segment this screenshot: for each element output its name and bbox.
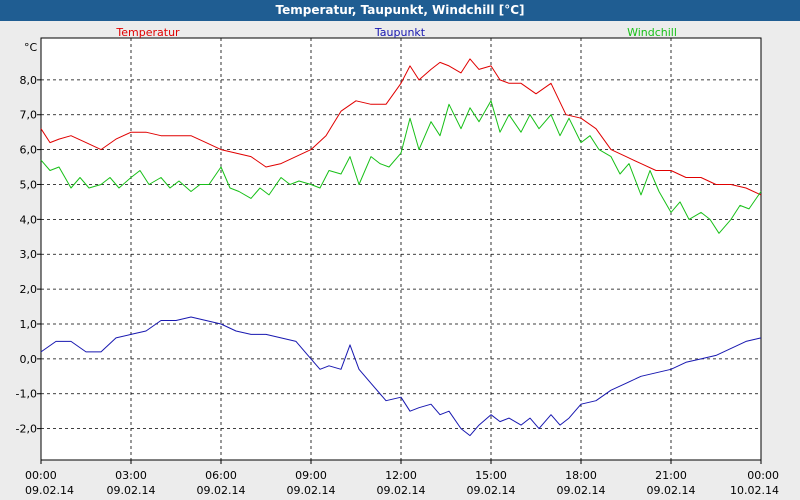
x-tick-date: 09.02.14 bbox=[557, 484, 606, 497]
legend-temperatur: Temperatur bbox=[115, 26, 180, 39]
legend-windchill: Windchill bbox=[627, 26, 677, 39]
y-tick-label: -2,0 bbox=[16, 423, 37, 436]
x-tick-time: 15:00 bbox=[475, 469, 507, 482]
x-tick-time: 18:00 bbox=[565, 469, 597, 482]
y-tick-label: 1,0 bbox=[20, 318, 38, 331]
x-tick-date: 09.02.14 bbox=[25, 484, 74, 497]
y-tick-label: 2,0 bbox=[20, 283, 38, 296]
y-tick-label: 0,0 bbox=[20, 353, 38, 366]
y-tick-label: 8,0 bbox=[20, 74, 38, 87]
x-tick-time: 06:00 bbox=[205, 469, 237, 482]
x-tick-time: 00:00 bbox=[25, 469, 57, 482]
chart-title: Temperatur, Taupunkt, Windchill [°C] bbox=[0, 0, 800, 21]
y-tick-label: 3,0 bbox=[20, 248, 38, 261]
grid-lines bbox=[41, 38, 761, 460]
legend: Temperatur Taupunkt Windchill bbox=[115, 26, 677, 39]
y-tick-label: 7,0 bbox=[20, 109, 38, 122]
x-tick-time: 03:00 bbox=[115, 469, 147, 482]
y-tick-label: -1,0 bbox=[16, 388, 37, 401]
x-tick-date: 09.02.14 bbox=[197, 484, 246, 497]
x-tick-date: 09.02.14 bbox=[467, 484, 516, 497]
legend-taupunkt: Taupunkt bbox=[374, 26, 426, 39]
y-tick-label: 5,0 bbox=[20, 178, 38, 191]
x-tick-time: 21:00 bbox=[655, 469, 687, 482]
series-line-temperatur bbox=[40, 58, 762, 196]
x-tick-date: 09.02.14 bbox=[107, 484, 156, 497]
x-tick-date: 10.02.14 bbox=[730, 484, 779, 497]
x-tick-time: 09:00 bbox=[295, 469, 327, 482]
x-tick-date: 09.02.14 bbox=[377, 484, 426, 497]
y-axis: °C 8,0 7,0 6,0 5,0 4,0 3,0 2,0 1,0 0,0 -1,0 -2,0 bbox=[16, 41, 41, 436]
series-line-taupunkt bbox=[40, 316, 762, 437]
y-axis-unit: °C bbox=[24, 41, 38, 54]
x-tick-time: 00:00 bbox=[747, 469, 779, 482]
x-axis: 00:00 09.02.14 03:00 09.02.14 06:00 09.02.14 0… bbox=[25, 460, 779, 497]
y-tick-label: 4,0 bbox=[20, 213, 38, 226]
y-tick-label: 6,0 bbox=[20, 144, 38, 157]
series-lines bbox=[40, 58, 762, 437]
x-tick-date: 09.02.14 bbox=[647, 484, 696, 497]
series-line-windchill bbox=[40, 100, 762, 234]
x-tick-time: 12:00 bbox=[385, 469, 417, 482]
x-tick-date: 09.02.14 bbox=[287, 484, 336, 497]
